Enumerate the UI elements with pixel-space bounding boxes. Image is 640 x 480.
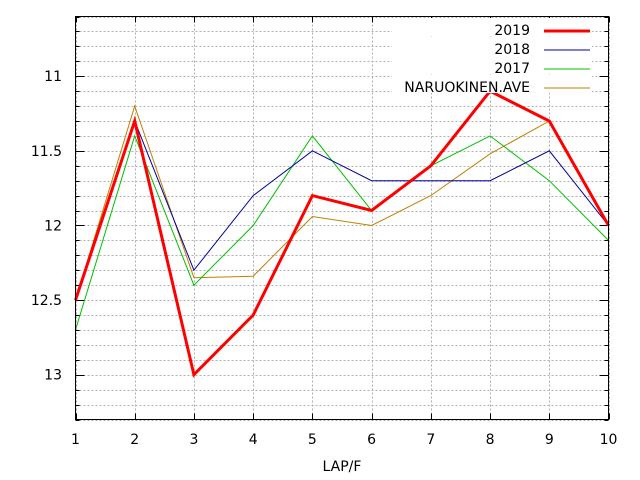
legend-label: 2019 [494, 23, 530, 39]
plot-frame [75, 16, 609, 420]
legend-background [392, 37, 592, 55]
y-tick-label: 12.5 [31, 293, 62, 309]
x-tick-label: 9 [545, 432, 554, 448]
x-tick-label: 8 [486, 432, 495, 448]
series-lines [74, 89, 610, 378]
x-tick-label: 6 [367, 432, 376, 448]
legend-background [392, 75, 592, 93]
y-tick-label: 11 [44, 69, 62, 85]
y-tick-label: 11.5 [31, 144, 62, 160]
x-tick-label: 5 [308, 432, 317, 448]
legend-label: 2017 [494, 61, 530, 77]
series-line [75, 134, 609, 331]
legend-label: 2018 [494, 42, 530, 58]
legend: 2019 2018 2017 NARUOKINEN.AVE [392, 18, 592, 96]
x-tick-label: 1 [71, 432, 80, 448]
x-tick-label: 7 [426, 432, 435, 448]
y-tick-label: 13 [44, 368, 62, 384]
legend-label: NARUOKINEN.AVE [404, 80, 530, 96]
legend-background [392, 56, 592, 74]
legend-background [392, 18, 592, 36]
x-tick-label: 2 [130, 432, 139, 448]
x-axis-label: LAP/F [323, 459, 362, 475]
series-line [74, 89, 610, 378]
x-tick-label: 10 [600, 432, 618, 448]
x-tick-label: 4 [249, 432, 258, 448]
x-tick-label: 3 [189, 432, 198, 448]
series-line [75, 119, 609, 301]
series-line [75, 104, 609, 301]
y-tick-label: 12 [44, 218, 62, 234]
